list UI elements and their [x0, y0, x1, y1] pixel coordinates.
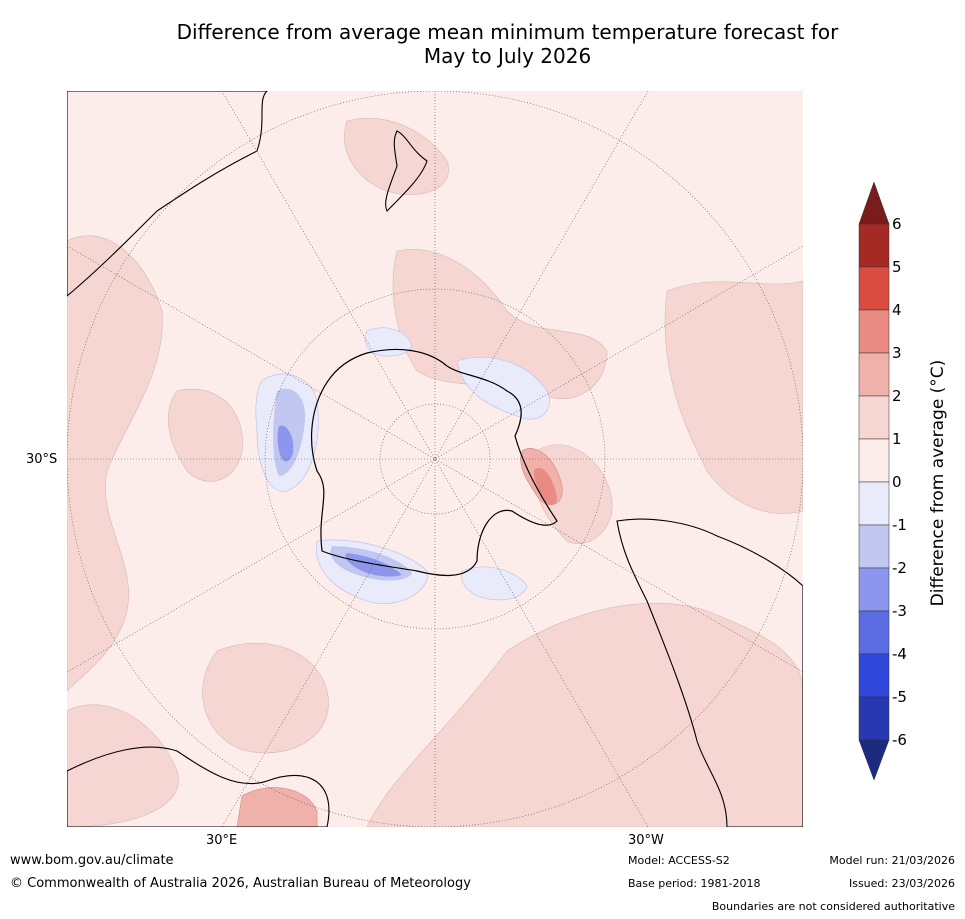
- colorbar-tick-label: 1: [892, 430, 902, 448]
- disclaimer: Boundaries are not considered authoritat…: [711, 900, 955, 913]
- anomaly-m3-m2-patches: [277, 425, 402, 577]
- latitude-label: 30°S: [26, 452, 58, 467]
- polar-map: [67, 91, 803, 827]
- colorbar-band-0-1: [858, 438, 890, 483]
- colorbar: [858, 182, 890, 781]
- title-line-1: Difference from average mean minimum tem…: [176, 20, 839, 44]
- title-line-2: May to July 2026: [423, 44, 592, 68]
- colorbar-extend-bottom: [858, 739, 890, 781]
- australia-coastline: [67, 91, 268, 297]
- model-info: Model: ACCESS-S2: [628, 854, 730, 867]
- map-canvas: [67, 91, 803, 827]
- colorbar-tick-label: -6: [892, 731, 907, 749]
- anomaly-3-4-patch: [534, 467, 557, 505]
- colorbar-label: Difference from average (°C): [928, 359, 948, 607]
- base-period: Base period: 1981-2018: [628, 877, 761, 890]
- colorbar-band-4-5: [858, 266, 890, 311]
- colorbar-band-m1-0: [858, 481, 890, 526]
- colorbar-tick-label: 2: [892, 387, 902, 405]
- longitude-label-west: 30°W: [628, 833, 664, 848]
- colorbar-tick-label: -5: [892, 688, 907, 706]
- longitude-label-east: 30°E: [206, 833, 238, 848]
- colorbar-tick-label: -2: [892, 559, 907, 577]
- colorbar-tick-label: -4: [892, 645, 907, 663]
- graticule: [67, 91, 803, 827]
- colorbar-tick-label: -3: [892, 602, 907, 620]
- africa-coastline: [67, 746, 330, 827]
- colorbar-band-m2-m1: [858, 524, 890, 569]
- issued-date: Issued: 23/03/2026: [848, 877, 955, 890]
- colorbar-band-2-3: [858, 352, 890, 397]
- anomaly-negative-patches: [255, 327, 550, 604]
- colorbar-tick-label: 6: [892, 215, 902, 233]
- anomaly-1-2-patches: [67, 118, 803, 827]
- copyright-text: © Commonwealth of Australia 2026, Austra…: [10, 876, 471, 891]
- colorbar-band-m6-m5: [858, 696, 890, 741]
- colorbar-band-1-2: [858, 395, 890, 440]
- colorbar-tick-label: -1: [892, 516, 907, 534]
- colorbar-tick-label: 0: [892, 473, 902, 491]
- colorbar-tick-label: 3: [892, 344, 902, 362]
- colorbar-band-m4-m3: [858, 610, 890, 655]
- south-america-coastline: [616, 518, 803, 827]
- colorbar-tick-label: 5: [892, 258, 902, 276]
- website-link[interactable]: www.bom.gov.au/climate: [10, 853, 174, 868]
- colorbar-band-3-4: [858, 309, 890, 354]
- new-zealand-coastline: [385, 130, 428, 212]
- colorbar-band-5-6: [858, 223, 890, 268]
- colorbar-band-m3-m2: [858, 567, 890, 612]
- colorbar-band-m5-m4: [858, 653, 890, 698]
- colorbar-extend-top: [858, 182, 890, 225]
- antarctica-coastline: [310, 348, 558, 577]
- map-title: Difference from average mean minimum tem…: [60, 20, 955, 68]
- colorbar-tick-label: 4: [892, 301, 902, 319]
- model-run: Model run: 21/03/2026: [829, 854, 955, 867]
